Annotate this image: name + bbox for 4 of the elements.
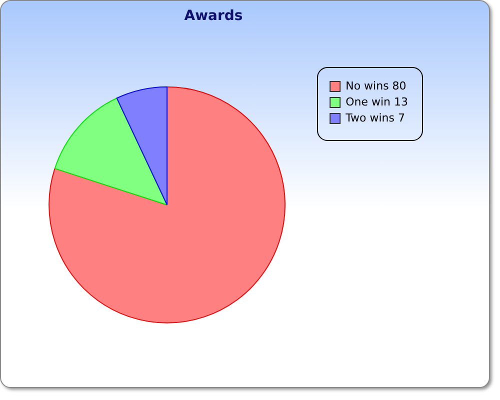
chart-title: Awards [184,8,243,24]
legend-label: One win 13 [346,95,408,108]
legend-label: Two wins 7 [344,111,405,124]
legend-label: No wins 80 [346,79,406,92]
